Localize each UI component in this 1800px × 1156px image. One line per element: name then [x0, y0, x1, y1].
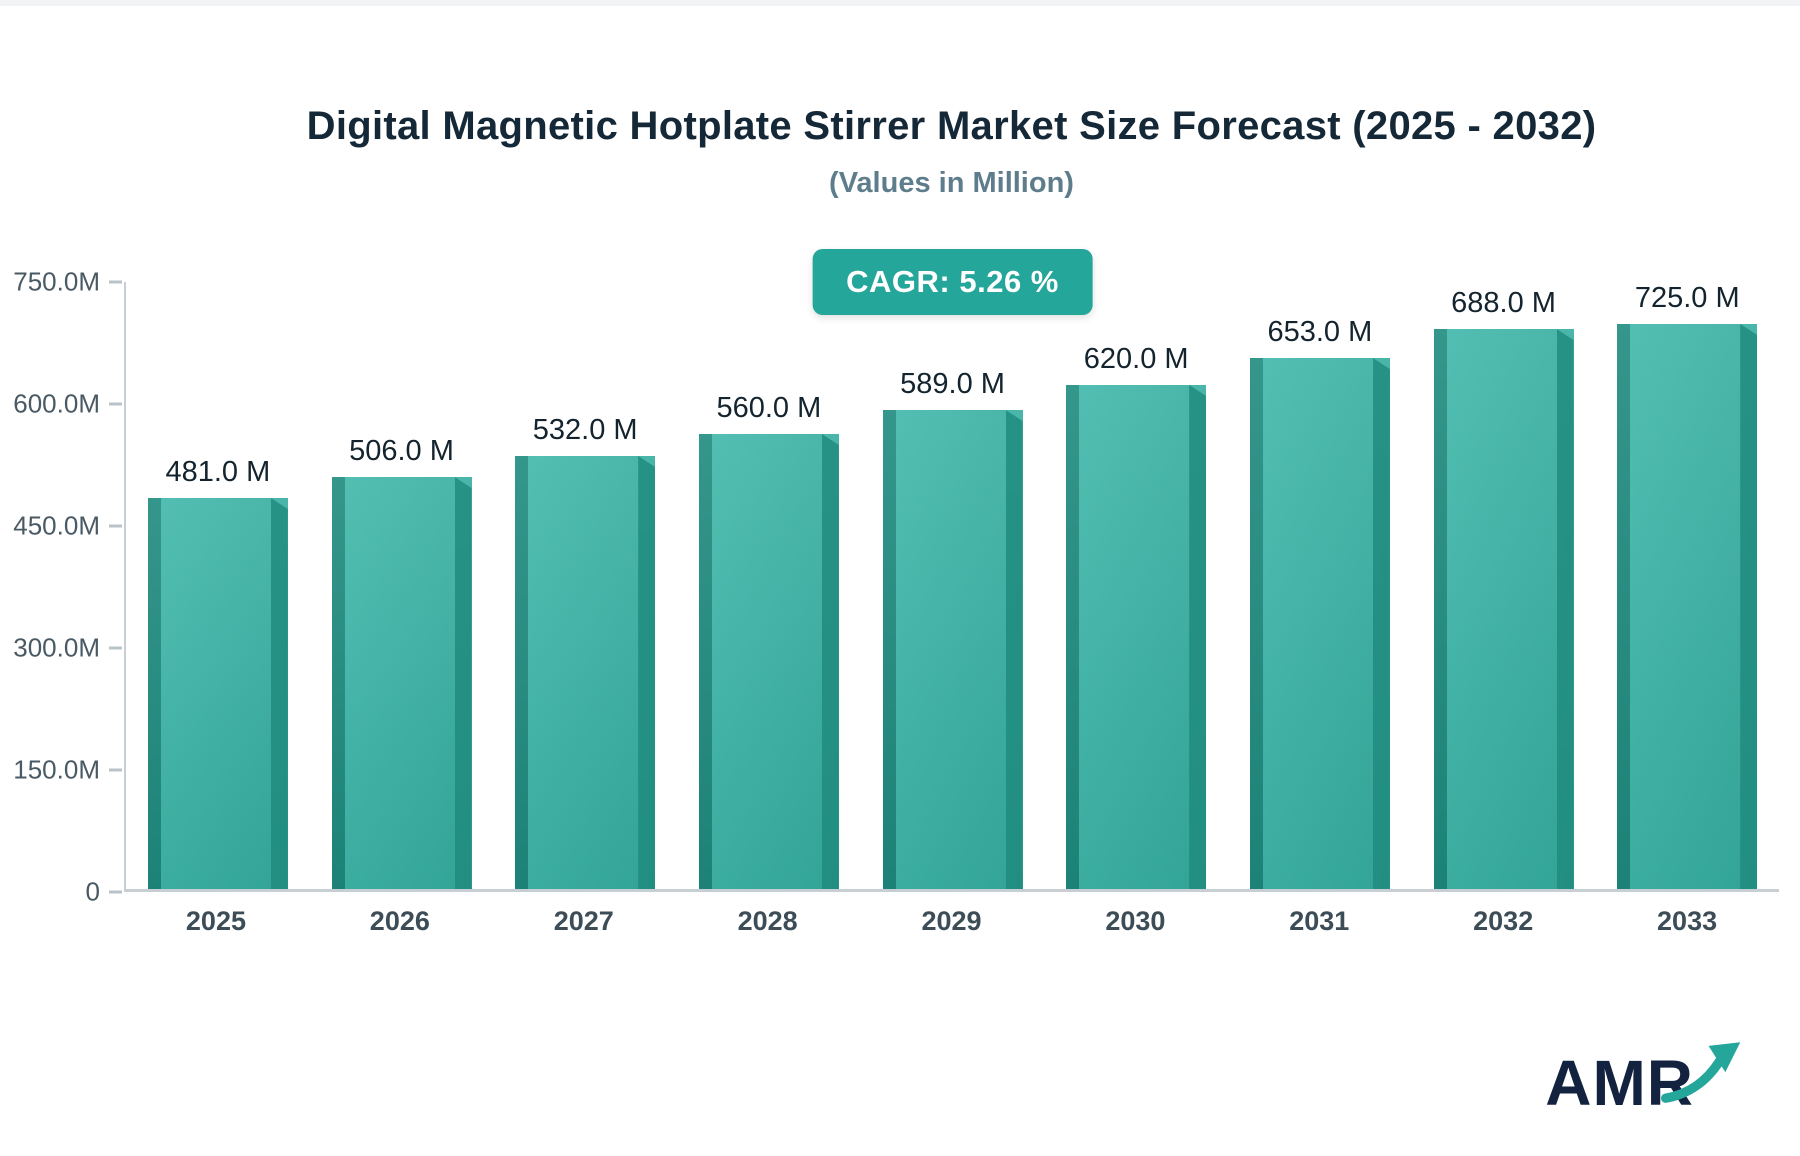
bar-2026 — [331, 477, 472, 889]
bar-value-label: 653.0 M — [1267, 316, 1373, 348]
bars-container: 481.0 M 506.0 M 532.0 M 560.0 M 589.0 M 620.0… — [126, 282, 1779, 889]
tick-mark — [109, 646, 122, 650]
growth-arrow-icon — [1660, 1042, 1741, 1103]
bar-value-label: 481.0 M — [165, 456, 271, 488]
x-axis-label-2028: 2028 — [737, 906, 798, 936]
bar-value-label: 560.0 M — [716, 392, 822, 424]
bar-column-2025: 481.0 M — [126, 282, 310, 889]
y-axis: 750.0M 600.0M 450.0M 300.0M 150.0M 0 — [13, 267, 124, 907]
x-axis-label-2026: 2026 — [369, 906, 430, 936]
x-axis-label-2029: 2029 — [921, 906, 982, 936]
bar-2028 — [698, 434, 839, 889]
bar-value-label: 688.0 M — [1451, 287, 1556, 319]
bar-2031 — [1249, 358, 1390, 889]
y-tick-label: 450.0M — [13, 510, 100, 541]
x-axis-label-2025: 2025 — [185, 906, 246, 936]
y-tick-label: 300.0M — [13, 632, 100, 663]
bar-value-label: 589.0 M — [900, 368, 1005, 400]
bar-value-label: 532.0 M — [532, 414, 638, 446]
bar-value-label: 620.0 M — [1083, 343, 1189, 375]
bar-column-2030: 620.0 M — [1044, 282, 1228, 889]
x-axis-label-2027: 2027 — [553, 906, 614, 936]
bar-2032 — [1433, 329, 1574, 889]
y-tick-450.0M: 450.0M — [13, 511, 122, 542]
y-tick-300.0M: 300.0M — [13, 633, 122, 664]
chart-subtitle: (Values in Million) — [829, 167, 1074, 199]
plot-area: CAGR: 5.26 % 481.0 M 506.0 M 532.0 M 560.0 … — [124, 249, 1779, 892]
bar-column-2026: 506.0 M — [310, 282, 494, 889]
bar-column-2032: 688.0 M — [1412, 282, 1596, 889]
x-axis-label-2032: 2032 — [1473, 906, 1534, 936]
x-axis-label-2030: 2030 — [1105, 906, 1166, 936]
bar-2029 — [882, 410, 1023, 889]
y-tick-150.0M: 150.0M — [13, 755, 122, 786]
tick-mark — [109, 890, 122, 894]
bar-column-2029: 589.0 M — [861, 282, 1045, 889]
chart-area: 750.0M 600.0M 450.0M 300.0M 150.0M 0 CAGR: 5.… — [13, 249, 1779, 907]
bar-column-2031: 653.0 M — [1228, 282, 1412, 889]
bar-2025 — [147, 498, 288, 889]
amr-logo: AMR — [1545, 1042, 1744, 1120]
y-tick-label: 0 — [85, 876, 100, 907]
bar-value-label: 725.0 M — [1634, 282, 1740, 314]
bar-column-2033: 725.0 M — [1595, 282, 1779, 889]
tick-mark — [109, 524, 122, 528]
bar-chart: 750.0M 600.0M 450.0M 300.0M 150.0M 0 CAGR: 5.… — [13, 249, 1779, 937]
y-tick-0: 0 — [86, 877, 122, 908]
bar-2030 — [1066, 385, 1207, 889]
y-tick-600.0M: 600.0M — [13, 389, 122, 420]
y-tick-750.0M: 750.0M — [13, 267, 122, 298]
tick-mark — [109, 280, 122, 284]
x-axis-label-2031: 2031 — [1289, 906, 1350, 936]
bar-column-2027: 532.0 M — [493, 282, 677, 889]
x-axis-label-2033: 2033 — [1657, 906, 1718, 936]
y-tick-label: 600.0M — [13, 388, 100, 419]
cagr-label: CAGR: 5.26 % — [846, 264, 1059, 299]
x-axis: 2025 2026 2027 2028 2029 2030 2031 2032 2033 — [124, 906, 1779, 937]
tick-mark — [109, 768, 122, 772]
logo-text: AMR — [1545, 1047, 1694, 1119]
y-tick-label: 750.0M — [13, 266, 100, 297]
bar-2027 — [515, 456, 656, 889]
chart-title: Digital Magnetic Hotplate Stirrer Market… — [306, 104, 1597, 148]
tick-mark — [109, 402, 122, 406]
bar-column-2028: 560.0 M — [677, 282, 861, 889]
bar-2033 — [1617, 324, 1758, 889]
cagr-badge: CAGR: 5.26 % — [812, 249, 1093, 315]
y-tick-label: 150.0M — [13, 754, 100, 785]
bar-value-label: 506.0 M — [349, 435, 454, 467]
